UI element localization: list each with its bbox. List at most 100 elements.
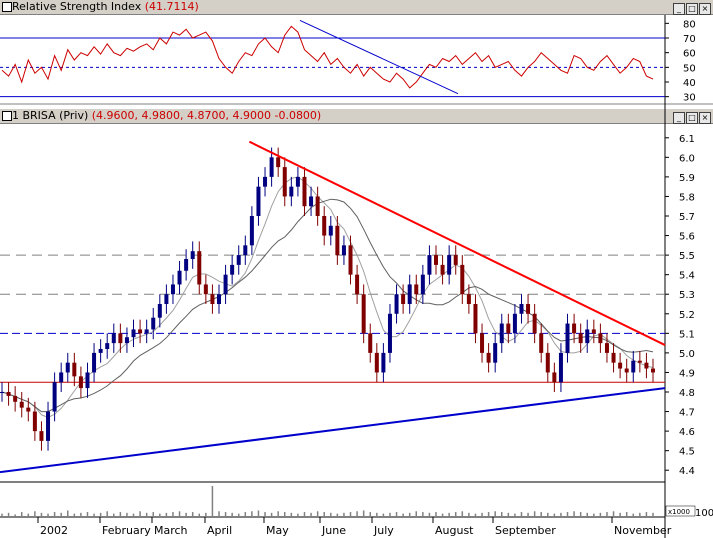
candle-body bbox=[105, 343, 110, 349]
candle-body bbox=[526, 304, 531, 314]
moving-average-short bbox=[1, 176, 654, 418]
price-tick-label: 5.2 bbox=[679, 310, 695, 321]
volume-unit-box bbox=[665, 505, 696, 517]
maximize-icon[interactable]: □ bbox=[686, 3, 698, 15]
candle-body bbox=[565, 323, 570, 353]
price-tick-label: 6.1 bbox=[679, 134, 695, 145]
candle-body bbox=[322, 216, 327, 236]
candle-body bbox=[512, 313, 517, 334]
candle-body bbox=[361, 294, 366, 334]
price-tick-label: 4.5 bbox=[679, 447, 695, 458]
volume-tick-label: 100 bbox=[695, 508, 713, 519]
candle-body bbox=[434, 255, 438, 265]
x-tick-label: June bbox=[321, 524, 346, 537]
candle-body bbox=[381, 352, 386, 373]
candle-body bbox=[276, 157, 281, 168]
candle-body bbox=[6, 392, 11, 396]
x-tick-label: September bbox=[495, 524, 556, 537]
candle-body bbox=[368, 333, 373, 353]
rsi-tick-label: 80 bbox=[683, 19, 696, 30]
price-tick-label: 5.7 bbox=[679, 212, 695, 223]
price-title: 1 BRISA (Priv) (4.9600, 4.9800, 4.8700, … bbox=[12, 109, 321, 123]
candle-body bbox=[558, 352, 563, 383]
rsi-window-buttons: _ □ × bbox=[672, 1, 711, 15]
candle-body bbox=[217, 294, 221, 304]
candle-body bbox=[256, 186, 261, 216]
price-plot: 6.1 6.0 5.9 5.8 5.7 5.6 5.5 5.4 5.3 5.2 5.1 5.0 4.9 4… bbox=[0, 134, 695, 477]
rsi-tick-label: 70 bbox=[683, 34, 696, 45]
candle-body bbox=[374, 352, 379, 373]
candle-body bbox=[407, 284, 412, 304]
candle-body bbox=[210, 294, 215, 304]
price-tick-label: 5.4 bbox=[679, 271, 695, 282]
candle-body bbox=[197, 251, 202, 285]
candle-body bbox=[499, 323, 504, 344]
candle-body bbox=[493, 343, 498, 363]
x-tick-label: 2002 bbox=[40, 524, 68, 537]
candle-body bbox=[387, 313, 392, 353]
minimize-icon[interactable]: _ bbox=[673, 3, 685, 15]
price-window-buttons: _ □ × bbox=[672, 110, 711, 124]
candle-body bbox=[618, 362, 623, 369]
candle-body bbox=[447, 255, 452, 275]
rsi-tick-label: 40 bbox=[683, 78, 696, 89]
candle-body bbox=[72, 362, 77, 377]
candle-body bbox=[118, 333, 123, 344]
candle-body bbox=[78, 376, 83, 389]
price-title-text: 1 BRISA (Priv) bbox=[12, 109, 89, 122]
candle-body bbox=[355, 274, 360, 295]
x-tick-label: April bbox=[207, 524, 232, 537]
candle-body bbox=[111, 333, 116, 344]
close-icon[interactable]: × bbox=[699, 3, 711, 15]
candle-body bbox=[341, 245, 346, 256]
price-tick-label: 5.0 bbox=[679, 349, 695, 360]
price-tick-label: 5.1 bbox=[679, 329, 695, 340]
candle-body bbox=[249, 216, 254, 246]
candle-body bbox=[506, 323, 511, 334]
candle-body bbox=[151, 317, 156, 330]
candle-body bbox=[585, 329, 590, 344]
minimize-icon[interactable]: _ bbox=[673, 112, 685, 124]
rsi-value: (41.7114) bbox=[144, 0, 199, 13]
rsi-tick-label: 50 bbox=[683, 63, 696, 74]
price-tick-label: 4.4 bbox=[679, 466, 695, 477]
candle-body bbox=[453, 255, 458, 265]
price-tick-label: 4.6 bbox=[679, 427, 695, 438]
price-tick-label: 5.9 bbox=[679, 173, 695, 184]
candle-body bbox=[440, 264, 445, 275]
candle-body bbox=[414, 284, 419, 295]
candle-body bbox=[598, 333, 603, 344]
candle-body bbox=[92, 352, 97, 373]
x-tick-label: August bbox=[435, 524, 474, 537]
close-icon[interactable]: × bbox=[699, 112, 711, 124]
candle-body bbox=[138, 329, 143, 334]
candle-body bbox=[269, 157, 274, 177]
candle-body bbox=[473, 304, 478, 334]
candle-body bbox=[591, 329, 596, 334]
candle-body bbox=[572, 323, 577, 334]
moving-average-long bbox=[1, 198, 654, 413]
candle-body bbox=[637, 360, 642, 363]
candle-body bbox=[401, 294, 406, 304]
x-tick-label: November bbox=[614, 524, 672, 537]
candle-body bbox=[144, 329, 149, 334]
candle-body bbox=[203, 284, 208, 295]
rsi-tick-label: 30 bbox=[683, 93, 696, 104]
candle-body bbox=[263, 176, 268, 187]
candle-body bbox=[157, 304, 162, 318]
candle-body bbox=[631, 360, 636, 373]
candle-body bbox=[124, 337, 129, 344]
candle-body bbox=[539, 333, 544, 353]
rsi-line bbox=[1, 25, 654, 89]
candle-body bbox=[184, 259, 189, 271]
candle-body bbox=[460, 264, 465, 295]
candle-body bbox=[243, 245, 248, 256]
rsi-tick-label: 60 bbox=[683, 49, 696, 60]
x-tick-label: May bbox=[266, 524, 289, 537]
maximize-icon[interactable]: □ bbox=[686, 112, 698, 124]
candle-body bbox=[611, 352, 616, 363]
price-tick-label: 5.8 bbox=[679, 192, 695, 203]
candle-body bbox=[282, 167, 287, 197]
candle-body bbox=[302, 176, 307, 207]
candle-body bbox=[289, 186, 294, 197]
